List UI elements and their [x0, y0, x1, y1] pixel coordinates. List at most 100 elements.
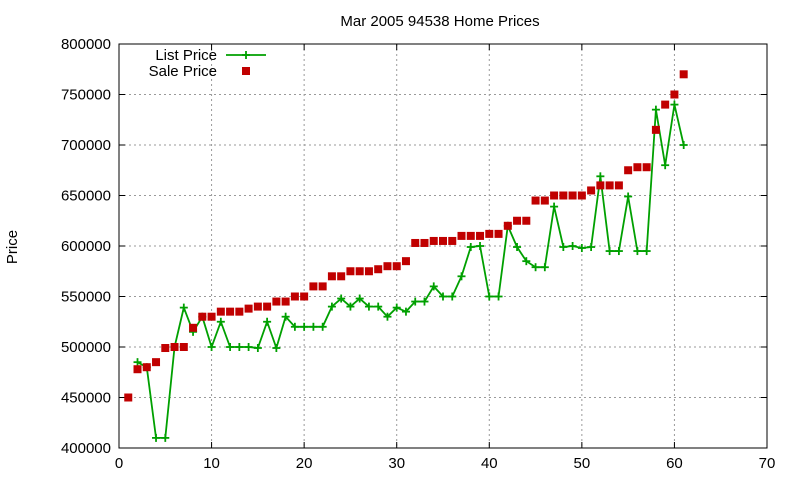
chart-title: Mar 2005 94538 Home Prices: [340, 13, 539, 30]
list-price-point: [670, 100, 679, 109]
sale-price-point: [244, 304, 253, 313]
sale-price-point: [429, 236, 438, 245]
list-price-point: [272, 344, 281, 353]
list-price-point: [642, 247, 651, 256]
sale-price-point: [624, 166, 633, 175]
sale-price-point: [596, 181, 605, 190]
list-price-point: [411, 297, 420, 306]
list-price-point: [522, 257, 531, 266]
sale-price-point: [207, 312, 216, 321]
list-price-point: [577, 244, 586, 253]
list-price-point: [337, 294, 346, 303]
sale-price-point: [661, 100, 670, 109]
list-price-point: [513, 243, 522, 252]
sale-price-point: [587, 186, 596, 195]
sale-price-point: [179, 343, 188, 351]
x-tick-label: 30: [388, 455, 405, 472]
sale-price-point: [568, 191, 577, 200]
sale-price-point: [281, 297, 290, 306]
list-price-point: [679, 141, 688, 149]
list-price-point: [263, 317, 272, 326]
sale-price-point: [198, 312, 207, 321]
list-price-point: [550, 202, 559, 211]
list-price-point: [466, 243, 475, 252]
list-price-point: [346, 302, 355, 311]
x-tick-label: 20: [296, 455, 313, 472]
list-price-point: [290, 322, 299, 331]
y-tick-label: 800000: [61, 36, 111, 53]
y-tick-label: 400000: [61, 440, 111, 457]
y-tick-label: 550000: [61, 289, 111, 306]
y-tick-label: 650000: [61, 188, 111, 205]
list-price-point: [401, 307, 410, 316]
sale-price-point: [411, 238, 420, 247]
sale-price-point: [466, 231, 475, 240]
list-price-point: [392, 303, 401, 312]
sale-price-point: [679, 70, 688, 79]
x-tick-label: 40: [481, 455, 498, 472]
sale-price-point: [300, 292, 309, 301]
sale-price-point: [401, 257, 410, 266]
sale-price-point: [531, 196, 540, 205]
list-price-point: [485, 292, 494, 301]
sale-price-point: [235, 307, 244, 316]
sale-price-point: [392, 262, 401, 271]
sale-price-point: [364, 267, 373, 276]
list-price-point: [614, 247, 623, 256]
list-price-point: [179, 303, 188, 312]
list-price-point: [448, 292, 457, 301]
sale-price-point: [170, 343, 179, 351]
list-price-point: [383, 312, 392, 321]
x-tick-label: 70: [759, 455, 776, 472]
sale-price-point: [642, 163, 651, 172]
list-price-point: [300, 322, 309, 331]
y-tick-label: 450000: [61, 390, 111, 407]
legend-label-list-price: List Price: [155, 47, 217, 64]
sale-price-point: [263, 302, 272, 311]
sale-price-point: [457, 231, 466, 240]
list-price-point: [605, 247, 614, 256]
sale-price-point: [448, 236, 457, 245]
list-price-point: [364, 302, 373, 311]
list-price-point: [559, 243, 568, 252]
sale-price-point: [161, 344, 170, 353]
list-price-point: [327, 302, 336, 311]
sale-price-point: [670, 90, 679, 99]
sale-price-point: [346, 267, 355, 276]
sale-price-point: [633, 163, 642, 172]
list-price-point: [624, 192, 633, 201]
list-price-point: [439, 292, 447, 301]
sale-price-point: [290, 292, 299, 301]
list-price-point: [355, 294, 364, 303]
sale-price-point: [494, 229, 503, 238]
list-price-point: [161, 433, 170, 442]
list-price-point: [568, 242, 577, 250]
legend-marker-sale-price: [242, 67, 250, 75]
sale-price-point: [253, 302, 262, 311]
plot-frame: [118, 43, 768, 449]
list-price-point: [309, 322, 318, 331]
sale-price-point: [337, 272, 346, 281]
y-tick-label: 500000: [61, 339, 111, 356]
list-price-line: [137, 104, 685, 439]
sale-price-point: [226, 307, 235, 316]
axis-ticks: 0 10 20 30 40 50 60 70 400000 450000 500000 550000 6…: [61, 36, 775, 472]
sale-price-point: [216, 307, 225, 316]
sale-price-point: [272, 297, 281, 306]
sale-price-point: [522, 216, 531, 225]
list-price-point: [476, 242, 485, 250]
x-tick-label: 0: [115, 455, 123, 472]
list-price-point: [540, 263, 549, 272]
list-price-point: [494, 292, 503, 301]
list-price-point: [281, 312, 290, 321]
sale-price-point: [327, 272, 336, 281]
sale-price-point: [605, 181, 614, 190]
sale-price-point: [503, 221, 512, 230]
sale-price-point: [142, 363, 151, 372]
sale-price-point: [420, 238, 429, 247]
legend-label-sale-price: Sale Price: [149, 63, 217, 80]
list-price-point: [133, 358, 142, 367]
list-price-point: [596, 172, 605, 181]
